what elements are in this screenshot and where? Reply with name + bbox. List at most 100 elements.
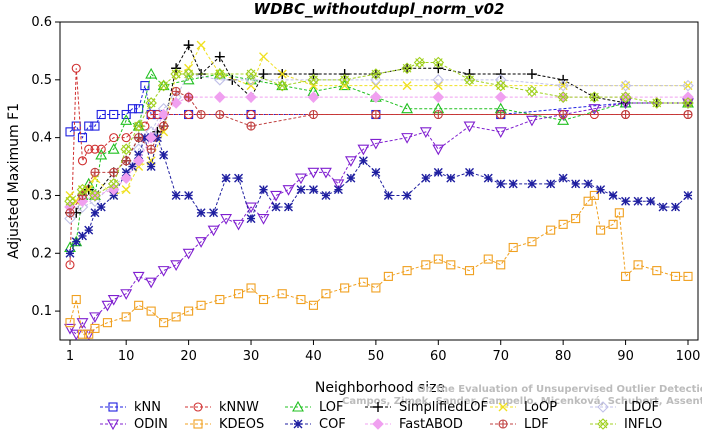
data-point [670,271,681,281]
legend-label: COF [319,417,346,432]
data-point [196,208,206,218]
data-point [215,294,225,305]
data-point [588,91,601,103]
data-point [546,179,556,189]
data-point [583,179,593,189]
x-tick-label: 60 [430,349,447,364]
data-point [214,51,225,62]
data-point [233,289,244,299]
data-point [120,143,132,155]
data-point [558,173,568,183]
data-point [132,271,145,283]
data-point [283,202,293,212]
data-point [109,190,119,200]
data-point [340,283,350,293]
series-line [69,194,688,335]
legend-label: LoOP [524,400,557,415]
data-point [496,110,505,119]
data-point [432,74,445,86]
data-point [383,271,393,281]
chart-title: WDBC_withoutdupl_norm_v02 [254,0,505,18]
data-point [245,202,257,214]
data-point [370,91,382,103]
data-point [246,81,256,91]
data-point [596,185,606,195]
data-point [90,323,100,333]
data-point [108,402,118,412]
legend-item-inflo: INFLO [590,417,662,432]
data-point [170,260,183,271]
data-point [134,300,144,310]
data-point [245,91,257,103]
legend-item-fastabod: FastABOD [365,417,463,432]
data-point [276,79,289,92]
series-kdeos [65,190,693,339]
data-point [321,190,331,200]
data-point [596,225,606,235]
data-point [371,110,380,119]
data-point [140,133,150,143]
y-tick-label: 0.3 [31,188,52,203]
data-point [526,85,538,98]
data-point [308,69,319,80]
data-point [402,190,412,200]
data-point [619,79,632,92]
data-point [277,289,287,299]
data-point [372,418,384,430]
x-tick-label: 100 [676,349,701,364]
data-point [619,91,632,103]
data-point [134,104,144,114]
data-point [109,109,119,120]
y-tick-label: 0.5 [31,73,52,88]
data-point [508,242,518,253]
data-point [107,178,120,190]
data-point [646,196,656,206]
data-point [432,56,445,69]
data-point [293,419,303,429]
data-point [559,110,568,119]
legend-label: ODIN [134,417,168,432]
legend-item-knnw: kNNW [185,400,259,415]
data-point [292,400,304,412]
data-point [89,195,101,208]
watermark-line-2: On the Evaluation of Unsupervised Outlie… [417,384,702,395]
axis-layer: 1 10 20 30 40 50 60 70 80 90 100 0.1 0.2 0.3 0.4 0.5 0.6 [31,15,700,364]
legend-item-odin: ODIN [100,417,168,432]
data-point [383,190,393,200]
x-tick-label: 30 [243,349,260,364]
data-point [402,81,412,91]
data-point [127,104,137,114]
series-ldf [65,86,693,218]
x-tick-label: 10 [118,349,135,364]
data-point [308,185,318,195]
y-axis-label: Adjusted Maximum F1 [6,103,22,259]
data-point [122,156,131,165]
data-point [446,173,456,183]
legend-item-ldof: LDOF [590,400,659,415]
series-line [69,102,688,336]
data-point [621,271,631,281]
data-point [370,74,382,86]
data-point [358,156,368,166]
data-point [496,260,506,270]
data-point [184,109,194,120]
data-point [77,156,88,166]
data-point [170,68,182,80]
data-point [432,144,445,156]
data-point [633,260,643,270]
data-point [320,167,332,179]
data-point [339,69,350,80]
data-point [401,133,414,144]
x-tick-label: 20 [180,349,197,364]
data-point [184,190,194,200]
data-point [683,190,693,200]
legend-label: kNNW [219,400,259,415]
data-point [346,173,356,183]
data-point [271,202,281,212]
data-point [207,225,220,237]
data-point [157,79,170,92]
series-line [69,73,688,248]
data-point [146,109,156,120]
data-point [258,69,269,80]
data-point [682,97,694,109]
